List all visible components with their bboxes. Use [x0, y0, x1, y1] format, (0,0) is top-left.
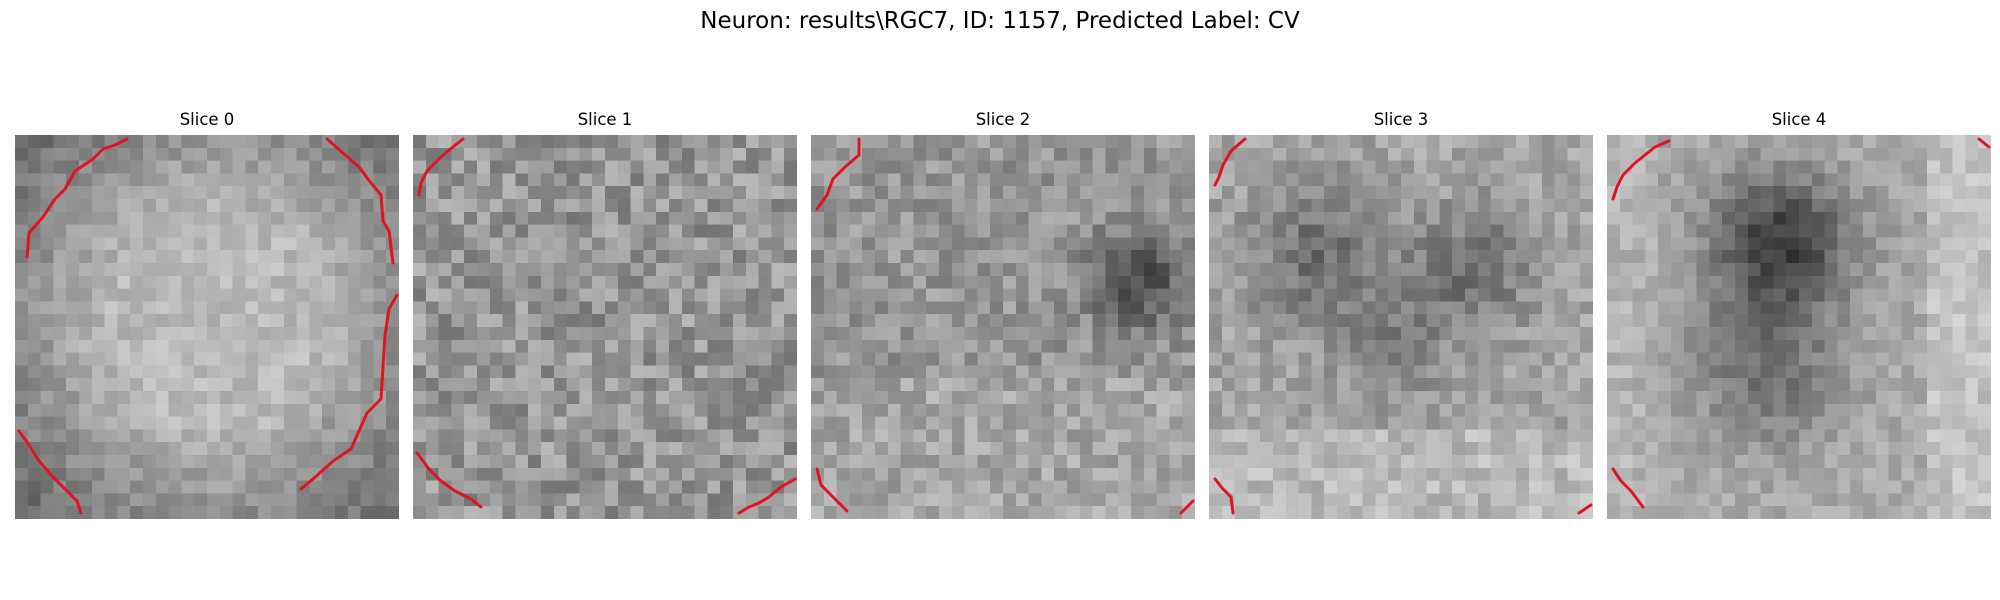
- roi-contour-overlay: [17, 137, 399, 515]
- figure-title: Neuron: results\RGC7, ID: 1157, Predicte…: [700, 8, 1300, 34]
- roi-contour-line: [815, 467, 849, 513]
- slice-title: Slice 2: [975, 110, 1031, 129]
- slice-image: [413, 135, 797, 519]
- roi-contour-line: [737, 477, 797, 515]
- roi-contour-line: [815, 137, 861, 211]
- slice-image: [1607, 135, 1991, 519]
- roi-contour-overlay: [815, 137, 1195, 515]
- roi-contour-line: [1179, 499, 1195, 515]
- roi-contour-line: [1213, 137, 1247, 187]
- slice-image: [1209, 135, 1593, 519]
- roi-contour-overlay: [415, 137, 797, 515]
- roi-contour-line: [415, 451, 483, 509]
- slice-title: Slice 1: [577, 110, 633, 129]
- slice-title: Slice 0: [179, 110, 235, 129]
- slice-title: Slice 3: [1373, 110, 1429, 129]
- slice-panel-0: Slice 0: [15, 108, 399, 519]
- slice-image: [15, 135, 399, 519]
- slice-panel-4: Slice 4: [1607, 108, 1991, 519]
- slice-panel-1: Slice 1: [413, 108, 797, 519]
- roi-contour-line: [25, 137, 129, 259]
- roi-contour-line: [1611, 467, 1645, 509]
- roi-contour-line: [1611, 139, 1671, 201]
- roi-contour-line: [325, 137, 395, 265]
- slice-image: [811, 135, 1195, 519]
- roi-contour-line: [299, 293, 399, 491]
- roi-contour-overlay: [1213, 137, 1593, 515]
- roi-contour-overlay: [1611, 137, 1991, 509]
- roi-contour-line: [1577, 503, 1593, 515]
- roi-contour-line: [417, 137, 465, 197]
- slice-panel-3: Slice 3: [1209, 108, 1593, 519]
- slice-panel-2: Slice 2: [811, 108, 1195, 519]
- roi-contour-line: [1977, 137, 1991, 149]
- slice-title: Slice 4: [1771, 110, 1827, 129]
- roi-contour-line: [17, 429, 83, 515]
- roi-contour-line: [1213, 477, 1235, 515]
